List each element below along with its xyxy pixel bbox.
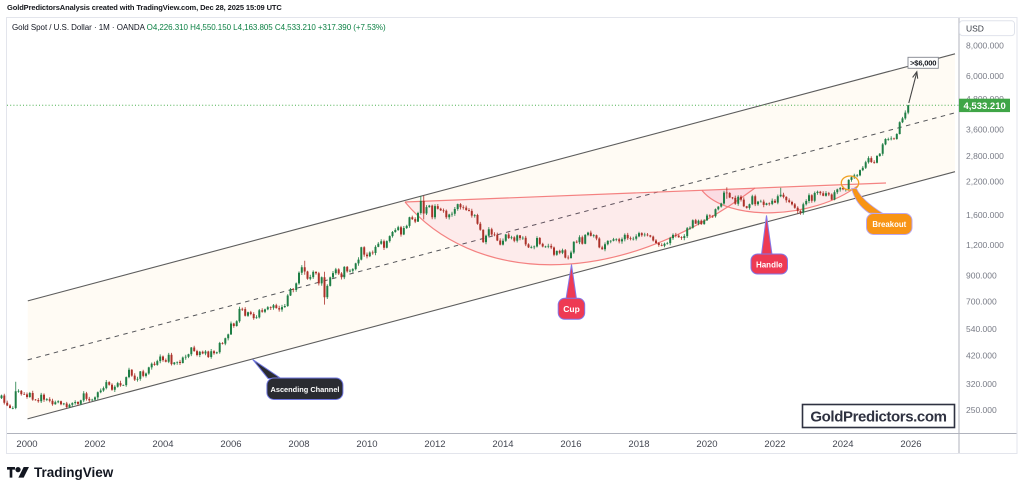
- svg-text:GoldPredictors.com: GoldPredictors.com: [810, 408, 946, 425]
- svg-text:2006: 2006: [220, 439, 241, 450]
- svg-text:4,533.210: 4,533.210: [964, 101, 1006, 112]
- svg-text:2020: 2020: [696, 439, 717, 450]
- svg-text:2010: 2010: [356, 439, 377, 450]
- svg-text:2016: 2016: [560, 439, 581, 450]
- svg-text:Breakout: Breakout: [872, 220, 906, 229]
- svg-text:3,600.000: 3,600.000: [966, 125, 1004, 135]
- svg-text:6,000.000: 6,000.000: [966, 71, 1004, 81]
- svg-text:2022: 2022: [764, 439, 785, 450]
- svg-text:>$6,000: >$6,000: [910, 59, 936, 68]
- svg-text:420.000: 420.000: [966, 351, 997, 361]
- svg-text:900.000: 900.000: [966, 270, 997, 280]
- svg-text:2,200.000: 2,200.000: [966, 176, 1004, 186]
- svg-text:1,600.000: 1,600.000: [966, 210, 1004, 220]
- svg-text:2012: 2012: [424, 439, 445, 450]
- svg-text:700.000: 700.000: [966, 297, 997, 307]
- svg-text:2014: 2014: [492, 439, 513, 450]
- svg-text:250.000: 250.000: [966, 405, 997, 415]
- svg-text:2008: 2008: [288, 439, 309, 450]
- svg-text:2002: 2002: [84, 439, 105, 450]
- svg-text:2018: 2018: [628, 439, 649, 450]
- svg-text:2026: 2026: [900, 439, 921, 450]
- svg-text:Cup: Cup: [563, 304, 580, 314]
- svg-text:8,000.000: 8,000.000: [966, 41, 1004, 51]
- svg-text:2000: 2000: [16, 439, 37, 450]
- svg-text:USD: USD: [966, 23, 984, 33]
- svg-text:1,200.000: 1,200.000: [966, 240, 1004, 250]
- svg-text:540.000: 540.000: [966, 324, 997, 334]
- svg-text:Handle: Handle: [756, 260, 783, 269]
- svg-text:2,800.000: 2,800.000: [966, 151, 1004, 161]
- svg-text:320.000: 320.000: [966, 379, 997, 389]
- svg-text:2024: 2024: [832, 439, 853, 450]
- svg-text:2004: 2004: [152, 439, 173, 450]
- svg-text:Ascending Channel: Ascending Channel: [271, 385, 340, 394]
